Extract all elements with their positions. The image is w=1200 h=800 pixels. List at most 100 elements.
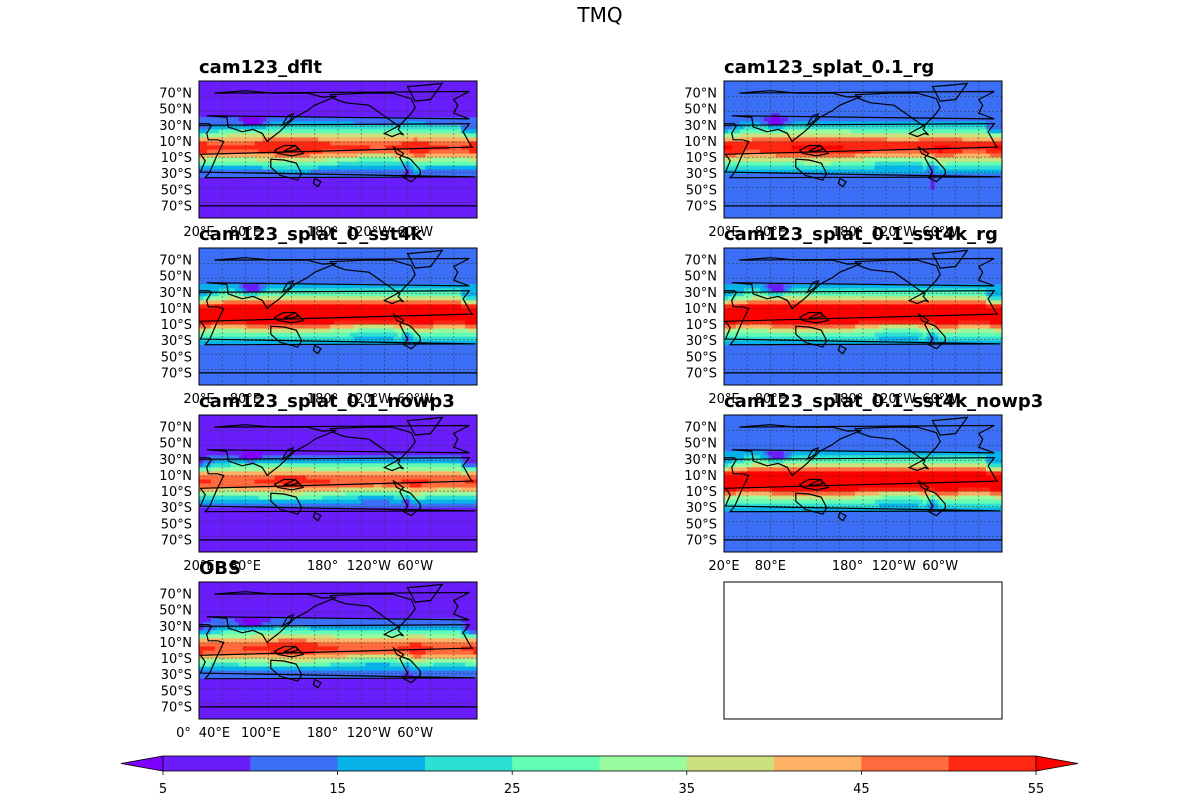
field-cell bbox=[791, 81, 797, 86]
field-cell bbox=[974, 181, 979, 187]
field-cell bbox=[421, 137, 426, 143]
field-cell bbox=[445, 161, 450, 167]
field-cell bbox=[278, 129, 283, 134]
field-cell bbox=[326, 189, 331, 195]
field-cell bbox=[851, 157, 856, 163]
field-cell bbox=[815, 125, 820, 130]
field-cell bbox=[739, 161, 745, 167]
field-cell bbox=[365, 137, 371, 143]
field-cell bbox=[226, 101, 232, 106]
field-cell bbox=[469, 145, 474, 151]
field-cell bbox=[882, 173, 888, 179]
field-cell bbox=[441, 133, 446, 139]
field-cell bbox=[866, 185, 872, 191]
field-cell bbox=[405, 105, 411, 110]
field-cell bbox=[369, 205, 375, 211]
field-cell bbox=[743, 185, 749, 191]
field-cell bbox=[381, 173, 387, 179]
field-cell bbox=[349, 181, 355, 187]
field-cell bbox=[998, 125, 1002, 130]
field-cell bbox=[799, 89, 805, 94]
field-cell bbox=[294, 121, 299, 126]
field-cell bbox=[763, 137, 769, 143]
field-cell bbox=[294, 157, 299, 163]
field-cell bbox=[874, 85, 880, 90]
field-cell bbox=[310, 141, 315, 147]
field-cell bbox=[306, 205, 311, 211]
field-cell bbox=[230, 157, 236, 163]
field-cell bbox=[210, 149, 216, 155]
field-cell bbox=[401, 129, 407, 134]
field-cell bbox=[421, 113, 426, 118]
field-cell bbox=[859, 93, 864, 98]
field-cell bbox=[823, 97, 828, 102]
field-cell bbox=[902, 137, 908, 143]
field-cell bbox=[751, 133, 757, 139]
field-cell bbox=[349, 113, 355, 118]
field-cell bbox=[409, 213, 415, 218]
field-cell bbox=[230, 97, 236, 102]
field-cell bbox=[787, 185, 793, 191]
field-cell bbox=[445, 185, 450, 191]
field-cell bbox=[310, 205, 315, 211]
field-cell bbox=[914, 141, 920, 147]
field-cell bbox=[369, 201, 375, 207]
field-cell bbox=[278, 185, 283, 191]
field-cell bbox=[425, 149, 430, 155]
field-cell bbox=[843, 113, 848, 118]
field-cell bbox=[763, 169, 769, 175]
field-cell bbox=[246, 173, 252, 179]
field-cell bbox=[377, 248, 383, 253]
field-cell bbox=[449, 153, 454, 159]
field-cell bbox=[863, 113, 868, 118]
field-cell bbox=[282, 141, 287, 147]
field-cell bbox=[843, 185, 848, 191]
field-cell bbox=[389, 129, 395, 134]
field-cell bbox=[819, 153, 824, 159]
field-cell bbox=[863, 201, 868, 207]
field-cell bbox=[262, 213, 268, 218]
field-cell bbox=[874, 89, 880, 94]
field-cell bbox=[759, 141, 765, 147]
field-cell bbox=[441, 149, 446, 155]
field-cell bbox=[218, 193, 224, 199]
field-cell bbox=[262, 133, 268, 139]
field-cell bbox=[747, 193, 753, 199]
field-cell bbox=[922, 161, 928, 167]
field-cell bbox=[930, 141, 936, 147]
field-cell bbox=[334, 197, 339, 203]
field-cell bbox=[401, 97, 407, 102]
field-cell bbox=[230, 193, 236, 199]
field-cell bbox=[918, 169, 924, 175]
field-cell bbox=[787, 177, 793, 183]
field-cell bbox=[819, 193, 824, 199]
field-cell bbox=[807, 113, 812, 118]
field-cell bbox=[962, 93, 967, 98]
field-cell bbox=[429, 189, 434, 195]
field-cell bbox=[425, 181, 430, 187]
field-cell bbox=[962, 165, 967, 171]
field-cell bbox=[958, 149, 963, 155]
field-cell bbox=[811, 193, 816, 199]
field-cell bbox=[823, 101, 828, 106]
field-cell bbox=[882, 101, 888, 106]
field-cell bbox=[767, 97, 773, 102]
field-cell bbox=[831, 157, 836, 163]
field-cell bbox=[306, 85, 311, 90]
field-cell bbox=[724, 113, 729, 118]
field-cell bbox=[401, 181, 407, 187]
field-cell bbox=[469, 157, 474, 163]
field-cell bbox=[214, 109, 220, 114]
field-cell bbox=[886, 125, 892, 130]
field-cell bbox=[910, 141, 916, 147]
field-cell bbox=[743, 93, 749, 98]
field-cell bbox=[469, 137, 474, 143]
field-cell bbox=[866, 193, 872, 199]
field-cell bbox=[966, 153, 971, 159]
field-cell bbox=[310, 201, 315, 207]
field-cell bbox=[918, 157, 924, 163]
field-cell bbox=[369, 101, 375, 106]
field-cell bbox=[361, 205, 367, 211]
field-cell bbox=[982, 161, 987, 167]
field-cell bbox=[902, 97, 908, 102]
